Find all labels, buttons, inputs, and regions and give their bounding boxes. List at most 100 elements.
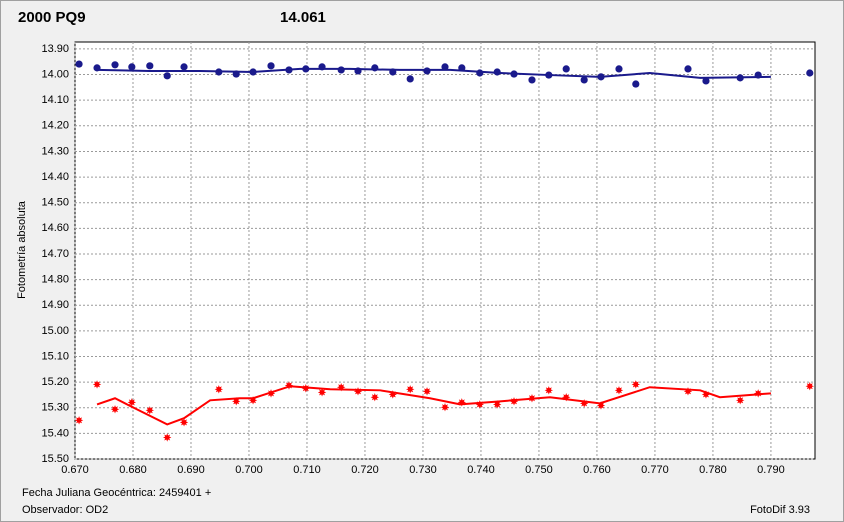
y-tick-label: 15.10: [41, 350, 69, 362]
data-point: [145, 406, 155, 415]
data-point: [631, 380, 640, 389]
x-tick-label: 0.760: [583, 464, 611, 476]
data-point: [527, 394, 537, 403]
data-point: [232, 70, 240, 78]
data-point: [457, 398, 467, 407]
x-tick-label: 0.710: [293, 464, 321, 476]
data-point: [389, 68, 397, 76]
data-point: [597, 73, 605, 81]
data-point: [735, 396, 745, 405]
data-point: [702, 77, 710, 85]
data-point: [805, 382, 814, 391]
data-point: [180, 63, 188, 71]
x-tick-label: 0.680: [119, 464, 147, 476]
data-point: [476, 69, 484, 77]
data-point: [232, 397, 241, 406]
data-point: [632, 80, 640, 88]
data-point: [562, 393, 571, 402]
data-point: [128, 63, 136, 71]
data-point: [318, 63, 326, 71]
x-tick-label: 0.690: [177, 464, 205, 476]
y-tick-label: 15.30: [41, 402, 69, 414]
data-point: [683, 387, 693, 396]
data-point: [493, 68, 501, 76]
fit-line: [96, 385, 772, 426]
data-point: [615, 65, 623, 73]
y-tick-label: 14.30: [41, 145, 69, 157]
data-point: [528, 76, 536, 84]
data-point: [179, 418, 189, 427]
data-point: [301, 384, 311, 393]
chart-title: 2000 PQ9: [18, 9, 86, 26]
data-point: [406, 75, 414, 83]
data-point: [163, 72, 171, 80]
data-point: [214, 385, 224, 394]
data-point: [441, 63, 449, 71]
data-point: [492, 400, 502, 409]
y-tick-label: 14.40: [41, 171, 69, 183]
data-point: [371, 64, 379, 72]
data-point: [458, 64, 466, 72]
chart-subtitle: 14.061: [280, 9, 326, 26]
x-tick-label: 0.770: [641, 464, 669, 476]
data-point: [353, 387, 363, 396]
data-point: [545, 71, 553, 79]
data-point: [111, 61, 119, 69]
data-point: [370, 393, 380, 402]
y-tick-label: 13.90: [41, 43, 69, 55]
data-point: [266, 389, 276, 398]
y-tick-label: 15.50: [41, 453, 69, 465]
data-point: [806, 69, 814, 77]
data-point: [423, 67, 431, 75]
data-point: [614, 386, 624, 395]
data-point: [684, 65, 692, 73]
y-tick-label: 14.60: [41, 222, 69, 234]
observer: Observador: OD2: [22, 504, 108, 516]
data-point: [215, 68, 223, 76]
software: FotoDif 3.93: [750, 504, 810, 516]
y-tick-label: 14.90: [41, 299, 69, 311]
x-tick-label: 0.720: [351, 464, 379, 476]
y-tick-label: 15.20: [41, 376, 69, 388]
y-tick-label: 14.00: [41, 68, 69, 80]
data-point: [110, 405, 120, 414]
data-point: [163, 433, 172, 442]
x-axis-note: Fecha Juliana Geocéntrica: 2459401 +: [22, 487, 211, 499]
data-point: [302, 65, 310, 73]
data-point: [406, 385, 415, 394]
data-point: [75, 60, 83, 68]
data-point: [562, 65, 570, 73]
y-tick-label: 14.70: [41, 248, 69, 260]
y-tick-label: 14.80: [41, 273, 69, 285]
data-point: [337, 66, 345, 74]
y-tick-label: 14.50: [41, 197, 69, 209]
data-point: [580, 76, 588, 84]
data-point: [285, 66, 293, 74]
data-point: [93, 64, 101, 72]
x-tick-label: 0.790: [757, 464, 785, 476]
data-point: [336, 383, 346, 392]
y-tick-label: 15.40: [41, 427, 69, 439]
y-tick-label: 14.10: [41, 94, 69, 106]
data-point: [596, 401, 606, 410]
x-tick-label: 0.750: [525, 464, 553, 476]
x-tick-label: 0.740: [467, 464, 495, 476]
y-tick-label: 14.20: [41, 120, 69, 132]
data-point: [284, 381, 294, 390]
data-point: [248, 396, 258, 405]
x-tick-label: 0.700: [235, 464, 263, 476]
data-point: [317, 388, 327, 397]
data-point: [736, 74, 744, 82]
data-point: [127, 398, 137, 407]
data-point: [579, 399, 589, 408]
data-point: [701, 390, 711, 399]
data-point: [422, 387, 432, 396]
data-point: [544, 386, 554, 395]
data-point: [475, 400, 484, 409]
data-point: [509, 397, 519, 406]
data-point: [440, 403, 450, 412]
data-point: [510, 70, 518, 78]
data-point: [388, 390, 398, 399]
